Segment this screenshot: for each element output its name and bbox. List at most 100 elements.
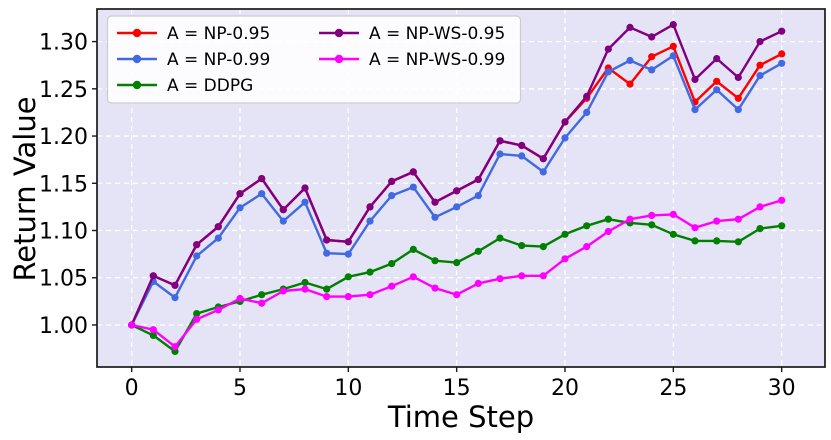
data-point: [518, 152, 526, 160]
data-point: [388, 282, 396, 290]
data-point: [366, 291, 374, 299]
y-tick-label: 1.30: [39, 31, 88, 56]
data-point: [366, 268, 374, 276]
data-point: [258, 190, 266, 198]
data-point: [301, 198, 309, 206]
data-point: [171, 281, 179, 289]
data-point: [648, 66, 656, 74]
data-point: [539, 243, 547, 251]
data-point: [561, 230, 569, 238]
data-point: [713, 55, 721, 63]
data-point: [258, 175, 266, 183]
data-point: [669, 230, 677, 238]
data-point: [409, 273, 417, 281]
data-point: [301, 184, 309, 192]
data-point: [236, 294, 244, 303]
data-point: [778, 27, 786, 35]
data-point: [193, 241, 201, 249]
data-point: [149, 272, 157, 280]
data-point: [713, 86, 721, 94]
data-point: [583, 222, 591, 230]
data-point: [539, 272, 547, 280]
data-point: [344, 273, 352, 281]
data-point: [691, 106, 699, 114]
data-point: [669, 52, 677, 60]
axes-spines: [96, 8, 826, 368]
data-point: [734, 106, 742, 114]
data-point: [669, 42, 677, 50]
data-point: [583, 108, 591, 116]
legend: A = NP-0.95 A = NP-0.99 A = DDPG A = NP-WS-…: [106, 15, 522, 104]
legend-box: [106, 15, 522, 104]
legend-entry: A = NP-WS-0.95: [319, 24, 505, 44]
x-tick-label: 30: [768, 376, 796, 401]
legend-label: A = NP-0.99: [167, 50, 270, 70]
data-point: [279, 217, 287, 225]
data-point: [669, 210, 677, 218]
y-tick-label: 1.10: [39, 220, 88, 245]
data-point: [626, 56, 634, 65]
data-point: [453, 187, 461, 195]
data-point: [734, 238, 742, 246]
y-axis-label: Return Value: [8, 96, 42, 282]
data-point: [734, 215, 742, 223]
data-point: [756, 203, 764, 211]
data-point: [193, 252, 201, 260]
data-point: [626, 215, 634, 223]
legend-label: A = NP-WS-0.99: [369, 50, 505, 70]
data-point: [409, 168, 417, 176]
data-point: [561, 134, 569, 142]
data-point: [301, 285, 309, 293]
data-point: [691, 75, 699, 83]
data-point: [778, 196, 786, 204]
data-point: [604, 215, 612, 223]
data-point: [669, 21, 677, 29]
data-point: [604, 68, 612, 76]
data-point: [431, 198, 439, 206]
data-point: [193, 315, 201, 323]
data-point: [474, 175, 482, 184]
data-point: [323, 249, 331, 257]
legend-marker: [334, 28, 344, 38]
data-point: [583, 92, 591, 100]
legend-label: A = DDPG: [167, 76, 253, 96]
y-tick-label: 1.00: [39, 314, 88, 339]
data-point: [713, 77, 721, 85]
data-point: [431, 257, 439, 265]
data-point: [193, 310, 201, 318]
data-point: [648, 211, 656, 219]
data-point: [344, 250, 352, 258]
data-point: [323, 293, 331, 301]
data-point: [258, 299, 266, 307]
data-point: [713, 217, 721, 225]
legend-marker: [132, 28, 142, 38]
data-point: [149, 331, 157, 339]
data-point: [453, 291, 461, 299]
data-point: [279, 206, 287, 214]
x-tick-label: 0: [125, 376, 139, 401]
data-point: [323, 285, 331, 293]
data-point: [453, 259, 461, 267]
data-point: [388, 260, 396, 268]
data-point: [301, 278, 309, 287]
legend-marker: [132, 80, 142, 90]
legend-entry: A = DDPG: [117, 76, 253, 96]
x-tick-label: 10: [334, 376, 362, 401]
data-point: [409, 245, 417, 253]
data-point: [388, 177, 396, 185]
data-point: [171, 294, 179, 302]
data-point: [474, 192, 482, 200]
legend-entry: A = NP-0.99: [117, 50, 270, 70]
x-axis-label: Time Step: [387, 400, 535, 434]
data-point: [214, 234, 222, 242]
data-point: [713, 237, 721, 245]
data-point: [604, 227, 612, 236]
data-point: [648, 53, 656, 61]
legend-entry: A = NP-WS-0.99: [319, 50, 505, 70]
x-tick-label: 25: [659, 376, 687, 401]
data-point: [626, 23, 634, 31]
legend-label: A = NP-WS-0.95: [369, 24, 505, 44]
data-point: [453, 203, 461, 211]
data-point: [171, 343, 179, 351]
